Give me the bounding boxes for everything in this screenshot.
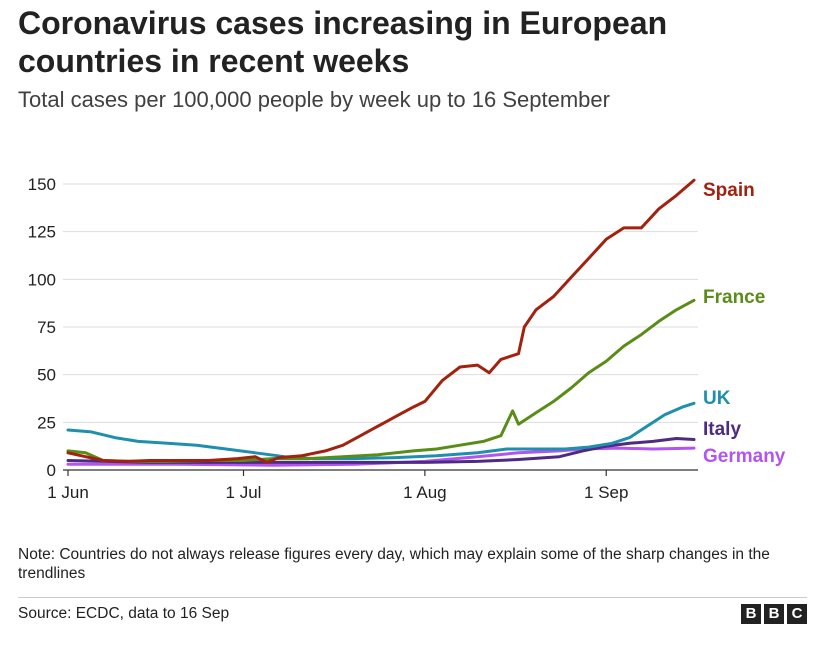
series-line-uk [66, 401, 696, 461]
x-tick-label: 1 Aug [403, 483, 447, 502]
series-label-germany: Germany [703, 446, 786, 467]
chart-note: Note: Countries do not always release fi… [18, 546, 770, 582]
bbc-logo-letter: C [787, 604, 807, 624]
y-tick-label: 125 [28, 223, 56, 242]
x-tick-label: 1 Jul [226, 483, 262, 502]
series-line-germany [66, 446, 696, 467]
series-label-spain: Spain [703, 180, 755, 201]
footer-divider [18, 597, 807, 598]
series-line-italy [66, 437, 696, 464]
y-tick-label: 100 [28, 270, 56, 289]
chart-subtitle: Total cases per 100,000 people by week u… [18, 87, 610, 112]
bbc-logo-letter: B [741, 604, 761, 624]
series-label-italy: Italy [703, 419, 741, 440]
series-line-spain [66, 178, 696, 464]
bbc-logo-letter: B [764, 604, 784, 624]
y-tick-label: 75 [37, 318, 56, 337]
y-tick-label: 50 [37, 366, 56, 385]
series-label-france: France [703, 287, 765, 308]
y-tick-label: 25 [37, 413, 56, 432]
series-line-france [66, 298, 696, 463]
y-tick-label: 150 [28, 175, 56, 194]
source-text: Source: ECDC, data to 16 Sep [18, 605, 230, 622]
line-chart: 0 25 50 75 100 125 150 1 Jun 1 Jul 1 Aug 1 Sep Spai… [28, 175, 786, 502]
x-tick-label: 1 Jun [47, 483, 89, 502]
series-label-uk: UK [703, 388, 731, 409]
y-tick-label: 0 [47, 461, 56, 480]
chart-title: Coronavirus cases increasing in European… [18, 5, 668, 79]
x-tick-label: 1 Sep [584, 483, 628, 502]
bbc-logo: B B C [741, 604, 807, 624]
